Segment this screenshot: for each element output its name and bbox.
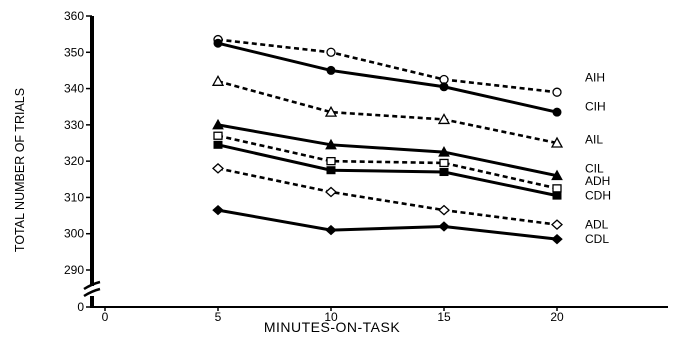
y-tick-label: 350 xyxy=(64,45,84,59)
series-label: CDL xyxy=(585,232,609,246)
series-ail: AIL xyxy=(211,74,603,148)
data-point xyxy=(551,219,563,231)
series-cdl: CDL xyxy=(212,204,609,246)
data-point xyxy=(326,166,336,175)
series-label: CIH xyxy=(585,100,606,114)
series-line xyxy=(217,41,558,114)
axis-break-mark xyxy=(83,280,101,291)
data-point xyxy=(325,224,337,236)
y-tick-label: 310 xyxy=(64,190,84,204)
data-point xyxy=(550,136,564,148)
series-line xyxy=(217,167,558,226)
data-point xyxy=(439,168,449,177)
data-point xyxy=(213,140,223,149)
series-line xyxy=(217,143,558,198)
series-label: ADH xyxy=(585,174,610,188)
data-point xyxy=(212,118,224,130)
x-tick-label: 0 xyxy=(102,310,109,324)
y-axis-ticks: 0 290 300 310 320 330 340 350 360 xyxy=(64,9,92,314)
series-label: CDH xyxy=(585,189,611,203)
data-point xyxy=(551,233,563,245)
data-point xyxy=(325,138,337,150)
data-point xyxy=(552,184,562,193)
series-line xyxy=(217,38,558,94)
axes xyxy=(83,16,668,308)
y-tick-label: 0 xyxy=(77,300,84,314)
data-point xyxy=(212,204,224,216)
data-point xyxy=(438,221,450,232)
data-point xyxy=(552,87,562,97)
x-tick-label: 15 xyxy=(437,310,451,324)
y-tick-label: 320 xyxy=(64,154,84,168)
data-point xyxy=(212,163,224,174)
series-aih: AIH xyxy=(213,34,605,97)
data-point xyxy=(326,47,336,57)
series-cdh: CDH xyxy=(213,140,611,203)
data-point xyxy=(324,105,338,117)
series-cih: CIH xyxy=(213,38,606,117)
y-tick-label: 330 xyxy=(64,118,84,132)
series-adl: ADL xyxy=(212,163,609,232)
data-point xyxy=(213,131,223,140)
y-axis-title: TOTAL NUMBER OF TRIALS xyxy=(13,88,27,252)
series-cil: CIL xyxy=(212,118,604,181)
y-tick-label: 300 xyxy=(64,227,84,241)
x-tick-label: 5 xyxy=(215,310,222,324)
data-point xyxy=(325,186,337,198)
series-line xyxy=(217,80,558,145)
series-line xyxy=(217,123,558,178)
data-point xyxy=(551,169,563,181)
y-tick-label: 340 xyxy=(64,82,84,96)
data-point xyxy=(213,38,223,48)
data-point xyxy=(211,74,225,86)
data-point xyxy=(326,156,336,166)
y-tick-label: 360 xyxy=(64,9,84,23)
data-point xyxy=(552,191,562,200)
series-label: CIL xyxy=(585,161,604,175)
data-point xyxy=(552,107,562,117)
series-line xyxy=(217,208,558,241)
series-line xyxy=(217,134,558,190)
x-axis-title: MINUTES-ON-TASK xyxy=(264,319,401,335)
series-label: AIH xyxy=(585,71,605,85)
data-point xyxy=(439,82,449,92)
series-label: AIL xyxy=(585,132,603,146)
data-point xyxy=(438,204,450,216)
data-point xyxy=(438,146,450,157)
axis-break-mark xyxy=(83,287,101,298)
x-tick-label: 20 xyxy=(550,310,564,324)
x-tick-label: 10 xyxy=(324,310,338,324)
series-adh: ADH xyxy=(213,131,610,193)
data-point xyxy=(439,158,449,168)
y-tick-label: 290 xyxy=(64,263,84,277)
data-point xyxy=(326,65,336,75)
series-label: ADL xyxy=(585,218,609,232)
x-axis-ticks: 0 5 10 15 20 xyxy=(102,307,564,324)
data-point xyxy=(437,113,451,125)
